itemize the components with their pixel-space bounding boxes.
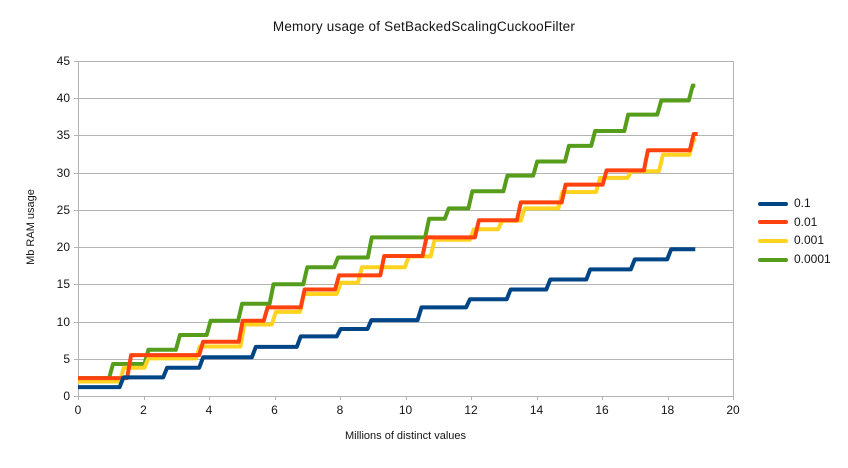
legend-label: 0.1 [794,196,811,210]
y-tick-label: 0 [63,389,70,403]
x-tick-label: 2 [140,403,147,417]
y-tick-label: 10 [56,314,70,329]
x-tick-label: 14 [529,403,544,417]
series-line-0.01 [78,132,698,381]
x-tick-label: 6 [271,403,278,417]
legend-swatch-icon [758,201,788,206]
x-tick-label: 12 [464,403,478,417]
y-tick-label: 45 [56,54,70,68]
series-line-0.1 [78,247,696,390]
x-tick-label: 16 [595,403,609,417]
chart-title: Memory usage of SetBackedScalingCuckooFi… [272,19,576,34]
legend-swatch-icon [758,220,788,225]
x-axis-title: Millions of distinct values [344,430,467,442]
legend-label: 0.0001 [794,252,831,267]
legend-swatch-icon [758,238,788,243]
legend-item: 0.01 [758,215,817,230]
y-tick-label: 5 [63,351,70,366]
x-tick-label: 10 [398,403,413,417]
x-tick-label: 18 [660,403,675,417]
series-line-0.0001 [78,83,696,381]
legend-label: 0.001 [794,233,825,248]
legend-item: 0.001 [758,233,824,248]
x-tick-label: 0 [74,403,82,417]
y-tick-label: 25 [56,202,70,217]
y-tick-label: 35 [56,128,70,143]
y-tick-label: 20 [56,240,70,255]
x-tick-label: 8 [336,403,344,417]
legend-label: 0.01 [794,214,818,229]
y-tick-label: 15 [56,277,70,292]
y-tick-label: 30 [56,165,70,180]
x-tick-label: 20 [726,403,740,417]
legend-item: 0.0001 [758,252,831,267]
x-tick-label: 4 [205,403,213,417]
legend-swatch-icon [758,257,788,262]
legend-item: 0.1 [758,196,811,211]
y-tick-label: 40 [56,91,70,106]
